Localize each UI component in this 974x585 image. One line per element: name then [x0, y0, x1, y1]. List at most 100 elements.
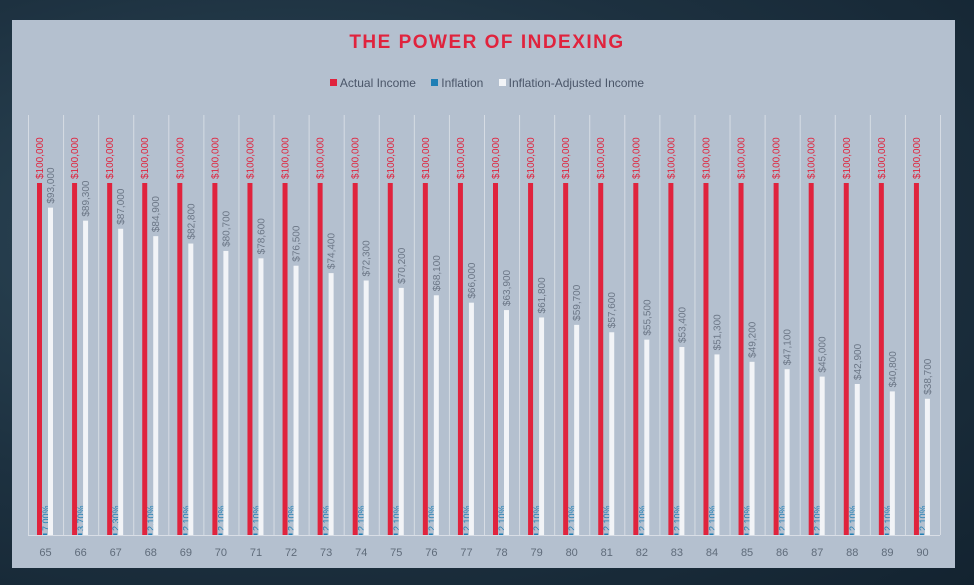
- bar-actual-income: [72, 183, 78, 535]
- bar-actual-income: [422, 183, 428, 535]
- data-label-inflation-adjusted-income: $57,600: [607, 292, 618, 329]
- bar-inflation: [288, 533, 293, 535]
- legend-swatch-inflation-adjusted-income: [498, 79, 506, 87]
- bar-inflation-adjusted-income: [188, 243, 194, 535]
- data-label-inflation-adjusted-income: $53,400: [677, 306, 688, 343]
- data-label-inflation: 2.10%: [672, 505, 682, 531]
- data-label-inflation: 2.10%: [427, 505, 437, 531]
- x-tick-label: 88: [846, 547, 858, 559]
- bar-inflation: [919, 533, 924, 535]
- x-tick-label: 72: [285, 547, 297, 559]
- legend-swatch-inflation: [431, 79, 439, 87]
- bar-actual-income: [563, 183, 569, 535]
- data-label-inflation-adjusted-income: $74,400: [327, 233, 338, 270]
- bar-inflation-adjusted-income: [363, 280, 369, 535]
- legend-item-actual-income: Actual Income: [329, 76, 416, 90]
- data-label-actual-income: $100,000: [245, 137, 256, 179]
- data-label-inflation-adjusted-income: $38,700: [923, 358, 934, 395]
- data-label-inflation-adjusted-income: $55,500: [642, 299, 653, 336]
- bar-actual-income: [177, 183, 183, 535]
- bar-inflation: [779, 533, 784, 535]
- data-label-actual-income: $100,000: [807, 137, 818, 179]
- bar-inflation: [463, 533, 468, 535]
- x-tick-label: 76: [425, 547, 437, 559]
- legend-label-inflation: Inflation: [441, 76, 484, 90]
- bar-actual-income: [598, 183, 604, 535]
- data-label-inflation-adjusted-income: $66,000: [467, 262, 478, 299]
- data-label-actual-income: $100,000: [561, 137, 572, 179]
- bar-inflation: [358, 533, 363, 535]
- x-tick-label: 80: [566, 547, 578, 559]
- data-label-inflation: 2.10%: [462, 505, 472, 531]
- x-tick-label: 74: [355, 547, 367, 559]
- bar-actual-income: [633, 183, 639, 535]
- bar-inflation-adjusted-income: [714, 354, 720, 535]
- data-label-inflation-adjusted-income: $70,200: [397, 247, 408, 284]
- data-label-inflation-adjusted-income: $76,500: [292, 225, 303, 262]
- x-tick-label: 67: [110, 547, 122, 559]
- legend-label-inflation-adjusted-income: Inflation-Adjusted Income: [508, 76, 645, 90]
- bar-inflation: [744, 533, 749, 535]
- data-label-actual-income: $100,000: [281, 137, 292, 179]
- data-label-inflation-adjusted-income: $80,700: [221, 210, 232, 247]
- data-label-inflation: 2.10%: [813, 505, 823, 531]
- data-label-inflation: 2.10%: [532, 505, 542, 531]
- bar-actual-income: [37, 183, 42, 535]
- bar-inflation: [849, 533, 854, 535]
- bar-inflation-adjusted-income: [398, 287, 404, 535]
- bar-inflation-adjusted-income: [784, 369, 790, 535]
- chart-title: THE POWER OF INDEXING: [349, 32, 625, 53]
- data-label-inflation-adjusted-income: $84,900: [151, 196, 162, 233]
- bar-inflation-adjusted-income: [504, 310, 509, 535]
- bar-inflation: [499, 533, 503, 535]
- chart-legend: Actual Income Inflation Inflation-Adjust…: [0, 76, 974, 90]
- x-tick-label: 68: [145, 547, 157, 559]
- bar-inflation: [569, 533, 574, 535]
- data-label-actual-income: $100,000: [386, 137, 397, 179]
- data-label-actual-income: $100,000: [596, 137, 607, 179]
- data-label-actual-income: $100,000: [351, 137, 362, 179]
- bar-inflation-adjusted-income: [679, 347, 685, 535]
- bar-inflation-adjusted-income: [223, 250, 229, 535]
- bar-actual-income: [457, 183, 463, 535]
- data-label-inflation-adjusted-income: $40,800: [888, 351, 899, 388]
- bar-inflation-adjusted-income: [924, 398, 930, 535]
- data-label-inflation: 2.10%: [707, 505, 717, 531]
- data-label-inflation: 2.10%: [567, 505, 577, 531]
- bar-inflation-adjusted-income: [819, 376, 825, 535]
- bar-inflation: [674, 533, 679, 535]
- data-label-inflation-adjusted-income: $42,900: [853, 343, 864, 380]
- x-tick-label: 89: [881, 547, 893, 559]
- data-label-actual-income: $100,000: [842, 137, 853, 179]
- bar-actual-income: [738, 183, 744, 535]
- bar-inflation-adjusted-income: [644, 339, 650, 535]
- data-label-actual-income: $100,000: [737, 137, 748, 179]
- data-label-actual-income: $100,000: [421, 137, 432, 179]
- data-label-actual-income: $100,000: [772, 137, 783, 179]
- data-label-inflation-adjusted-income: $68,100: [432, 255, 443, 292]
- bar-inflation-adjusted-income: [609, 332, 615, 535]
- data-label-actual-income: $100,000: [316, 137, 327, 179]
- bar-actual-income: [878, 183, 884, 535]
- data-label-inflation-adjusted-income: $61,800: [537, 277, 548, 314]
- bar-actual-income: [247, 183, 253, 535]
- legend-item-inflation: Inflation: [431, 76, 483, 90]
- bar-actual-income: [107, 183, 113, 535]
- x-tick-label: 82: [636, 547, 648, 559]
- bar-inflation: [78, 533, 83, 535]
- data-label-inflation-adjusted-income: $45,000: [818, 336, 829, 373]
- bar-inflation-adjusted-income: [854, 383, 860, 535]
- data-label-inflation: 2.10%: [181, 505, 191, 531]
- x-tick-label: 90: [916, 547, 928, 559]
- x-tick-label: 75: [390, 547, 402, 559]
- data-label-inflation: 2.10%: [216, 505, 226, 531]
- data-label-actual-income: $100,000: [105, 137, 116, 179]
- data-label-inflation: 2.10%: [146, 505, 156, 531]
- data-label-actual-income: $100,000: [877, 137, 888, 179]
- data-label-inflation-adjusted-income: $89,300: [81, 180, 92, 217]
- legend-item-inflation-adjusted-income: Inflation-Adjusted Income: [498, 76, 645, 90]
- bar-inflation-adjusted-income: [328, 273, 334, 535]
- data-label-inflation: 2.10%: [497, 505, 507, 531]
- x-tick-label: 71: [250, 547, 262, 559]
- bar-actual-income: [773, 183, 779, 535]
